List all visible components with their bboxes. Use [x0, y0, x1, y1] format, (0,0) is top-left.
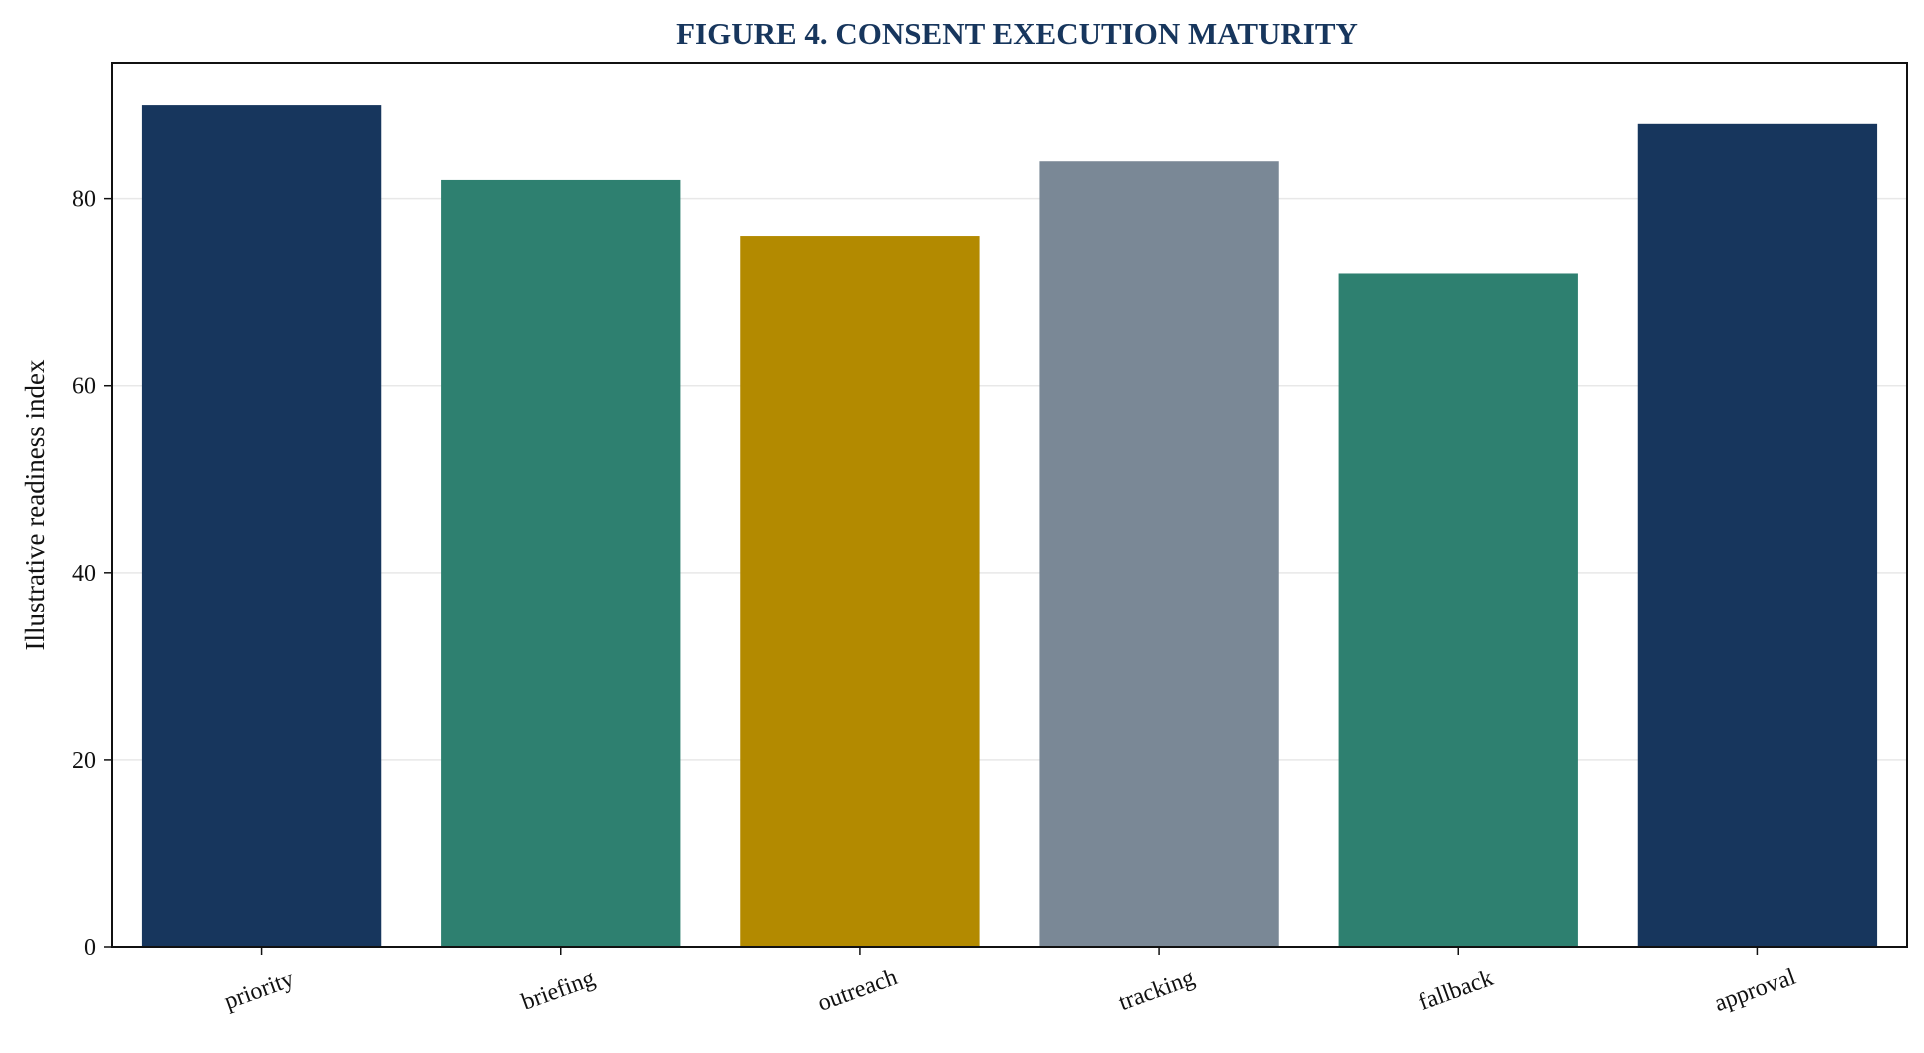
- bar-fallback: [1338, 273, 1578, 947]
- x-tick-label-approval: approval: [1711, 964, 1799, 1017]
- y-tick-label-40: 40: [72, 561, 96, 587]
- y-tick-label-0: 0: [84, 935, 96, 961]
- y-tick-label-20: 20: [72, 748, 96, 774]
- y-axis-ticks: 0 20 40 60 80: [72, 187, 112, 961]
- y-axis-label: Illustrative readiness index: [20, 359, 50, 650]
- y-tick-label-80: 80: [72, 187, 96, 213]
- x-axis-ticks: priority briefing outreach tracking fallback…: [221, 947, 1799, 1017]
- bar-outreach: [740, 236, 980, 947]
- bars: [141, 105, 1878, 948]
- x-tick-label-outreach: outreach: [814, 964, 901, 1017]
- x-tick-label-briefing: briefing: [518, 965, 598, 1015]
- bar-tracking: [1039, 161, 1279, 947]
- x-tick-label-tracking: tracking: [1115, 965, 1198, 1016]
- bar-priority: [141, 105, 382, 948]
- bar-briefing: [441, 179, 681, 947]
- x-tick-label-fallback: fallback: [1415, 965, 1497, 1016]
- chart-title: FIGURE 4. CONSENT EXECUTION MATURITY: [676, 16, 1358, 51]
- y-tick-label-60: 60: [72, 374, 96, 400]
- x-tick-label-priority: priority: [221, 966, 298, 1015]
- bar-approval: [1637, 123, 1878, 948]
- gridlines: [112, 197, 1907, 761]
- plot-frame: [111, 62, 1908, 948]
